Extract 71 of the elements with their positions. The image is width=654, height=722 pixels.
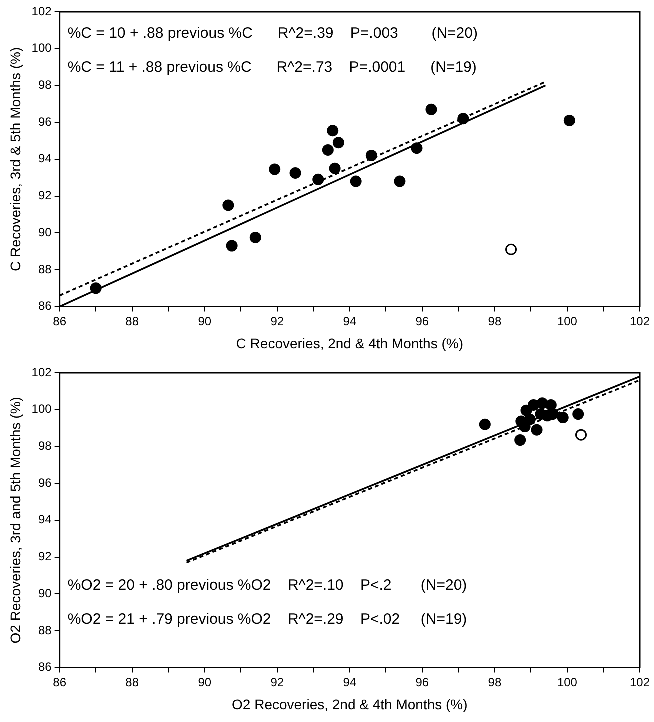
y-tick-label: 86	[38, 299, 52, 314]
x-axis-title: C Recoveries, 2nd & 4th Months (%)	[236, 335, 464, 352]
x-tick-label: 92	[270, 675, 284, 690]
point	[90, 282, 102, 294]
x-tick-label: 90	[198, 314, 212, 328]
point	[531, 424, 543, 436]
point	[506, 244, 518, 256]
y-tick-label: 92	[38, 188, 52, 203]
point	[322, 144, 334, 156]
y-tick-label: 94	[38, 152, 52, 166]
point	[290, 167, 302, 179]
x-tick-label: 98	[488, 314, 502, 328]
x-axis-title: O2 Recoveries, 2nd & 4th Months (%)	[232, 696, 468, 712]
y-tick-label: 88	[38, 262, 52, 276]
y-tick-label: 100	[32, 402, 52, 416]
point	[366, 150, 378, 162]
x-tick-label: 102	[630, 675, 650, 690]
point	[426, 104, 438, 116]
point	[312, 174, 324, 186]
point	[250, 232, 262, 244]
point	[226, 240, 238, 252]
y-tick-label: 96	[38, 114, 52, 129]
point	[222, 200, 234, 212]
point	[576, 429, 588, 441]
point	[411, 142, 423, 154]
point	[332, 137, 344, 149]
annotation: %O2 = 20 + .80 previous %O2 R^2=.10 P<.2 (N=20)	[68, 576, 468, 594]
point	[458, 113, 470, 125]
annotation: %O2 = 21 + .79 previous %O2 R^2=.29 P<.02 (N=19)	[68, 610, 468, 628]
y-tick-label: 98	[38, 439, 52, 454]
y-tick-label: 100	[32, 41, 52, 56]
x-tick-label: 94	[343, 314, 357, 328]
y-tick-label: 90	[38, 586, 52, 600]
annotation: %C = 11 + .88 previous %C R^2=.73 P=.0001 (N=19)	[68, 59, 477, 76]
x-tick-label: 88	[126, 675, 140, 690]
x-tick-label: 86	[53, 675, 67, 690]
y-tick-label: 92	[38, 550, 52, 564]
x-tick-label: 98	[488, 675, 502, 690]
point	[545, 399, 557, 411]
point	[269, 164, 281, 176]
y-tick-label: 94	[38, 512, 52, 527]
x-tick-label: 100	[557, 314, 578, 328]
x-tick-label: 96	[416, 675, 430, 690]
y-tick-label: 102	[32, 365, 52, 380]
point	[327, 125, 339, 137]
point	[514, 434, 526, 446]
point	[479, 418, 491, 430]
y-tick-label: 88	[38, 623, 52, 638]
x-tick-label: 92	[270, 314, 284, 328]
y-tick-label: 90	[38, 225, 52, 240]
y-axis-title: C Recoveries, 3rd & 5th Months (%)	[7, 47, 24, 272]
x-tick-label: 86	[53, 314, 67, 328]
x-tick-label: 96	[416, 314, 430, 328]
y-tick-label: 96	[38, 476, 52, 490]
point	[572, 408, 584, 420]
y-tick-label: 86	[38, 660, 52, 674]
point	[350, 176, 362, 188]
x-tick-label: 88	[126, 314, 140, 328]
x-tick-label: 100	[557, 675, 578, 690]
y-axis-title: O2 Recoveries, 3rd and 5th Months (%)	[7, 397, 24, 644]
point	[542, 410, 554, 422]
point	[564, 114, 576, 126]
x-tick-label: 94	[343, 675, 357, 690]
x-tick-label: 90	[198, 675, 212, 690]
y-tick-label: 98	[38, 78, 52, 92]
x-tick-label: 102	[630, 314, 650, 328]
annotation: %C = 10 + .88 previous %C R^2=.39 P=.003 (N=20)	[68, 25, 478, 42]
y-tick-label: 102	[32, 4, 52, 18]
point	[329, 162, 341, 174]
point	[557, 412, 569, 424]
point	[394, 176, 406, 188]
